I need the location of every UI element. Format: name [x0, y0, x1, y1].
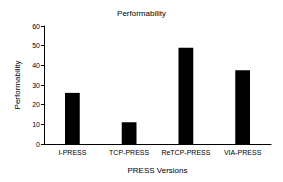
svg-text:Performability: Performability [13, 61, 22, 110]
svg-text:I-PRESS: I-PRESS [58, 149, 86, 156]
svg-text:30: 30 [32, 82, 40, 89]
svg-text:20: 20 [32, 101, 40, 108]
svg-text:TCP-PRESS: TCP-PRESS [109, 149, 149, 156]
svg-text:10: 10 [32, 121, 40, 128]
svg-text:40: 40 [32, 62, 40, 69]
svg-text:0: 0 [36, 141, 40, 148]
svg-text:50: 50 [32, 42, 40, 49]
svg-text:PRESS Versions: PRESS Versions [127, 166, 187, 175]
svg-text:VIA-PRESS: VIA-PRESS [224, 149, 262, 156]
svg-text:ReTCP-PRESS: ReTCP-PRESS [161, 149, 210, 156]
svg-text:60: 60 [32, 23, 40, 30]
svg-text:Performability: Performability [117, 9, 166, 18]
